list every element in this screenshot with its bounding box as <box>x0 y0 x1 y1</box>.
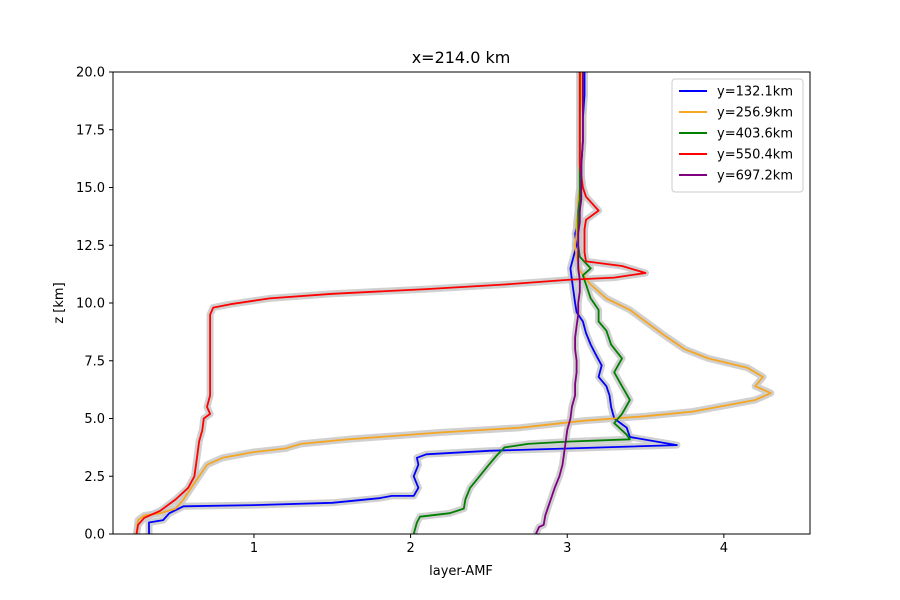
y-tick-label: 10.0 <box>76 297 105 312</box>
x-tick-label: 1 <box>250 541 258 556</box>
y-tick-label: 20.0 <box>76 66 105 81</box>
legend-entry-2: y=256.9km <box>717 106 793 121</box>
y-tick-label: 7.5 <box>84 354 105 369</box>
legend-box <box>671 78 804 193</box>
legend: y=132.1km y=256.9km y=403.6km y=550.4km y=69… <box>671 78 804 193</box>
y-tick-label: 0.0 <box>84 528 105 543</box>
y-tick-label: 5.0 <box>84 412 105 427</box>
y-tick-label: 17.5 <box>76 123 105 138</box>
uncertainty-band-3 <box>410 72 634 535</box>
y-tick-label: 12.5 <box>76 239 105 254</box>
legend-entry-3: y=403.6km <box>717 127 793 142</box>
x-axis-label: layer-AMF <box>429 564 493 579</box>
y-axis-label: z [km] <box>52 282 67 323</box>
x-tick-label: 4 <box>720 541 728 556</box>
series-line-4 <box>135 72 647 535</box>
legend-entry-1: y=132.1km <box>717 85 793 100</box>
series-line-5 <box>535 72 584 535</box>
x-tick-label: 3 <box>563 541 571 556</box>
series-line-3 <box>412 72 631 535</box>
series-lines <box>135 72 772 535</box>
x-axis-ticks: 1 2 3 4 <box>250 534 728 556</box>
x-tick-label: 2 <box>406 541 414 556</box>
y-tick-label: 2.5 <box>84 470 105 485</box>
y-tick-label: 15.0 <box>76 181 105 196</box>
y-axis-ticks: 0.0 2.5 5.0 7.5 10.0 12.5 15.0 17.5 20.0 <box>76 66 113 543</box>
chart-title: x=214.0 km <box>412 48 511 67</box>
legend-entry-4: y=550.4km <box>717 148 793 163</box>
legend-entry-5: y=697.2km <box>717 169 793 184</box>
